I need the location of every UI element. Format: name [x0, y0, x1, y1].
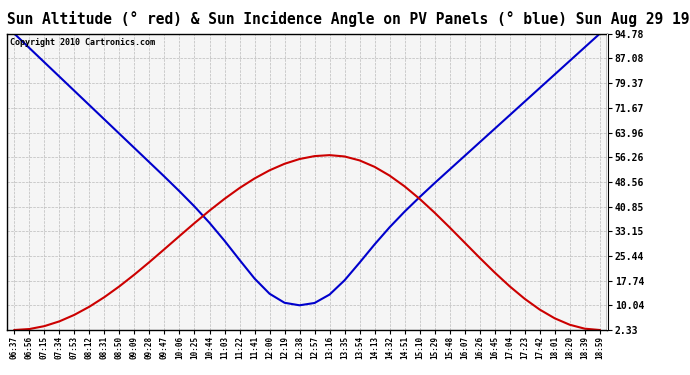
Text: Sun Altitude (° red) & Sun Incidence Angle on PV Panels (° blue) Sun Aug 29 19:1: Sun Altitude (° red) & Sun Incidence Ang…: [7, 11, 690, 27]
Text: Copyright 2010 Cartronics.com: Copyright 2010 Cartronics.com: [10, 38, 155, 47]
